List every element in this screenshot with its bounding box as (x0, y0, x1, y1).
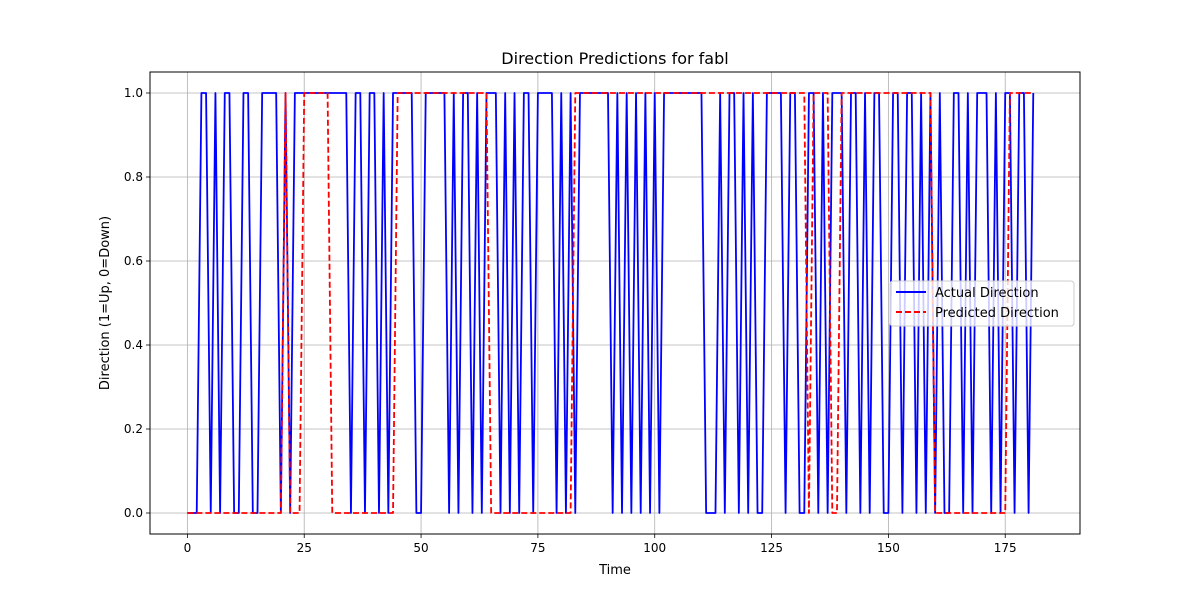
legend-box (889, 280, 1075, 327)
x-tick-label: 175 (994, 541, 1017, 555)
x-tick-label: 150 (877, 541, 900, 555)
y-tick-label: 0.0 (124, 506, 143, 520)
legend-label-predicted: Predicted Direction (935, 306, 1059, 321)
y-tick-label: 0.4 (124, 338, 143, 352)
x-axis-label: Time (598, 563, 631, 578)
y-tick-label: 1.0 (124, 86, 143, 100)
x-tick-label: 50 (413, 541, 428, 555)
x-tick-label: 100 (643, 541, 666, 555)
y-axis-label: Direction (1=Up, 0=Down) (98, 216, 113, 390)
series-layer (187, 92, 1035, 514)
legend: Actual Direction Predicted Direction (889, 280, 1075, 327)
x-tick-label: 75 (530, 541, 545, 555)
x-tick-label: 125 (760, 541, 783, 555)
plot-frame (149, 71, 1081, 535)
x-tick-label: 0 (184, 541, 192, 555)
y-axis-ticks: 0.0 0.2 0.4 0.6 0.8 1.0 (124, 86, 150, 520)
y-tick-label: 0.6 (124, 254, 143, 268)
legend-label-actual: Actual Direction (935, 286, 1039, 301)
x-tick-label: 25 (297, 541, 312, 555)
predicted-direction-line (187, 92, 1034, 514)
y-tick-label: 0.8 (124, 170, 143, 184)
x-axis-ticks: 0 25 50 75 100 125 150 175 (184, 534, 1017, 555)
chart-title: Direction Predictions for fabl (501, 49, 728, 68)
y-tick-label: 0.2 (124, 422, 143, 436)
